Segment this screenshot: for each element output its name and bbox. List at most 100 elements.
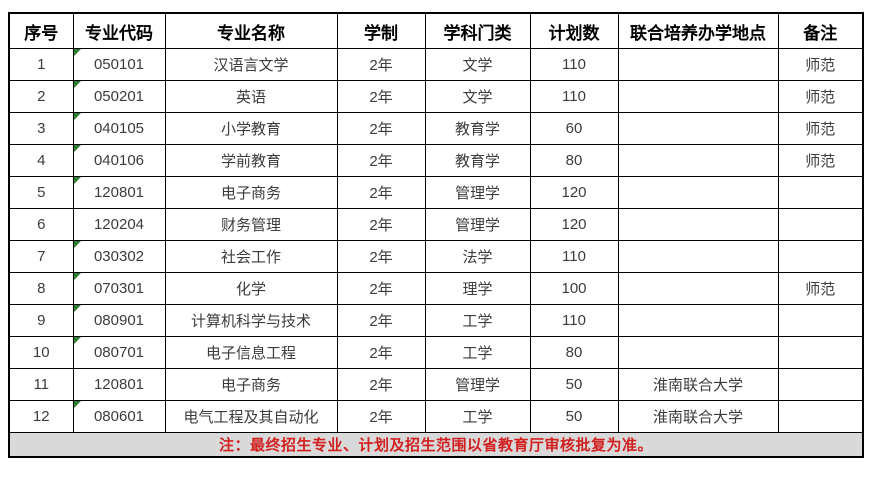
cell-serial-number: 12 [8, 400, 74, 433]
cell-major-name: 小学教育 [164, 112, 338, 145]
cell-major-name: 汉语言文学 [164, 48, 338, 81]
cell-duration: 2年 [336, 368, 426, 401]
table-row: 5 120801 电子商务 2年 管理学 120 [8, 176, 864, 209]
cell-joint-location [617, 144, 779, 177]
cell-remark [777, 240, 864, 273]
cell-plan-count: 50 [529, 368, 619, 401]
cell-serial-number: 10 [8, 336, 74, 369]
table-row: 8 070301 化学 2年 理学 100 师范 [8, 272, 864, 305]
col-header-major-code: 专业代码 [72, 12, 166, 49]
cell-duration: 2年 [336, 112, 426, 145]
cell-plan-count: 80 [529, 336, 619, 369]
cell-duration: 2年 [336, 336, 426, 369]
cell-remark [777, 336, 864, 369]
cell-joint-location [617, 304, 779, 337]
cell-major-code: 080901 [72, 304, 166, 337]
cell-discipline: 教育学 [424, 144, 531, 177]
cell-major-name: 化学 [164, 272, 338, 305]
cell-joint-location [617, 48, 779, 81]
major-code-text: 080601 [93, 408, 145, 425]
cell-serial-number: 1 [8, 48, 74, 81]
cell-joint-location [617, 208, 779, 241]
cell-major-code: 050201 [72, 80, 166, 113]
table-row: 1 050101 汉语言文学 2年 文学 110 师范 [8, 48, 864, 81]
cell-serial-number: 7 [8, 240, 74, 273]
excel-corner-marker-icon [74, 337, 81, 344]
major-code-text: 080901 [93, 312, 145, 329]
cell-duration: 2年 [336, 272, 426, 305]
cell-duration: 2年 [336, 80, 426, 113]
cell-discipline: 管理学 [424, 208, 531, 241]
cell-joint-location [617, 336, 779, 369]
major-code-text: 120204 [93, 216, 145, 233]
cell-duration: 2年 [336, 144, 426, 177]
cell-major-code: 120801 [72, 176, 166, 209]
excel-corner-marker-icon [74, 81, 81, 88]
cell-major-code: 080601 [72, 400, 166, 433]
cell-discipline: 管理学 [424, 368, 531, 401]
table-row: 11 120801 电子商务 2年 管理学 50 淮南联合大学 [8, 368, 864, 401]
major-code-text: 050101 [93, 56, 145, 73]
cell-major-code: 120204 [72, 208, 166, 241]
cell-discipline: 管理学 [424, 176, 531, 209]
cell-serial-number: 8 [8, 272, 74, 305]
cell-discipline: 文学 [424, 48, 531, 81]
cell-serial-number: 9 [8, 304, 74, 337]
cell-major-code: 040105 [72, 112, 166, 145]
cell-major-name: 计算机科学与技术 [164, 304, 338, 337]
cell-plan-count: 110 [529, 80, 619, 113]
cell-duration: 2年 [336, 400, 426, 433]
excel-corner-marker-icon [74, 145, 81, 152]
header-row: 序号 专业代码 专业名称 学制 学科门类 计划数 联合培养办学地点 备注 [8, 12, 864, 49]
table-row: 7 030302 社会工作 2年 法学 110 [8, 240, 864, 273]
cell-plan-count: 110 [529, 48, 619, 81]
major-code-text: 050201 [93, 88, 145, 105]
cell-duration: 2年 [336, 208, 426, 241]
col-header-major-name: 专业名称 [164, 12, 338, 49]
col-header-joint-location: 联合培养办学地点 [617, 12, 779, 49]
cell-major-name: 电子商务 [164, 176, 338, 209]
cell-remark [777, 368, 864, 401]
cell-serial-number: 6 [8, 208, 74, 241]
cell-major-name: 财务管理 [164, 208, 338, 241]
major-code-text: 120801 [93, 184, 145, 201]
cell-plan-count: 110 [529, 240, 619, 273]
cell-major-code: 080701 [72, 336, 166, 369]
cell-plan-count: 100 [529, 272, 619, 305]
cell-joint-location [617, 176, 779, 209]
excel-corner-marker-icon [74, 273, 81, 280]
table-row: 3 040105 小学教育 2年 教育学 60 师范 [8, 112, 864, 145]
table-row: 12 080601 电气工程及其自动化 2年 工学 50 淮南联合大学 [8, 400, 864, 433]
cell-serial-number: 11 [8, 368, 74, 401]
cell-joint-location [617, 112, 779, 145]
cell-major-name: 电气工程及其自动化 [164, 400, 338, 433]
cell-major-code: 030302 [72, 240, 166, 273]
cell-serial-number: 2 [8, 80, 74, 113]
cell-duration: 2年 [336, 240, 426, 273]
major-code-text: 070301 [93, 280, 145, 297]
table-row: 9 080901 计算机科学与技术 2年 工学 110 [8, 304, 864, 337]
cell-major-code: 050101 [72, 48, 166, 81]
excel-corner-marker-icon [74, 305, 81, 312]
table-row: 10 080701 电子信息工程 2年 工学 80 [8, 336, 864, 369]
cell-duration: 2年 [336, 48, 426, 81]
cell-remark [777, 400, 864, 433]
cell-serial-number: 3 [8, 112, 74, 145]
cell-joint-location [617, 80, 779, 113]
cell-duration: 2年 [336, 176, 426, 209]
excel-corner-marker-icon [74, 113, 81, 120]
cell-discipline: 法学 [424, 240, 531, 273]
cell-major-name: 电子商务 [164, 368, 338, 401]
cell-major-code: 120801 [72, 368, 166, 401]
cell-joint-location: 淮南联合大学 [617, 368, 779, 401]
cell-discipline: 文学 [424, 80, 531, 113]
cell-major-name: 电子信息工程 [164, 336, 338, 369]
cell-major-name: 英语 [164, 80, 338, 113]
cell-serial-number: 5 [8, 176, 74, 209]
table-row: 6 120204 财务管理 2年 管理学 120 [8, 208, 864, 241]
note-row: 注：最终招生专业、计划及招生范围以省教育厅审核批复为准。 [8, 432, 864, 458]
cell-remark: 师范 [777, 272, 864, 305]
col-header-remark: 备注 [777, 12, 864, 49]
table-row: 2 050201 英语 2年 文学 110 师范 [8, 80, 864, 113]
cell-remark: 师范 [777, 112, 864, 145]
